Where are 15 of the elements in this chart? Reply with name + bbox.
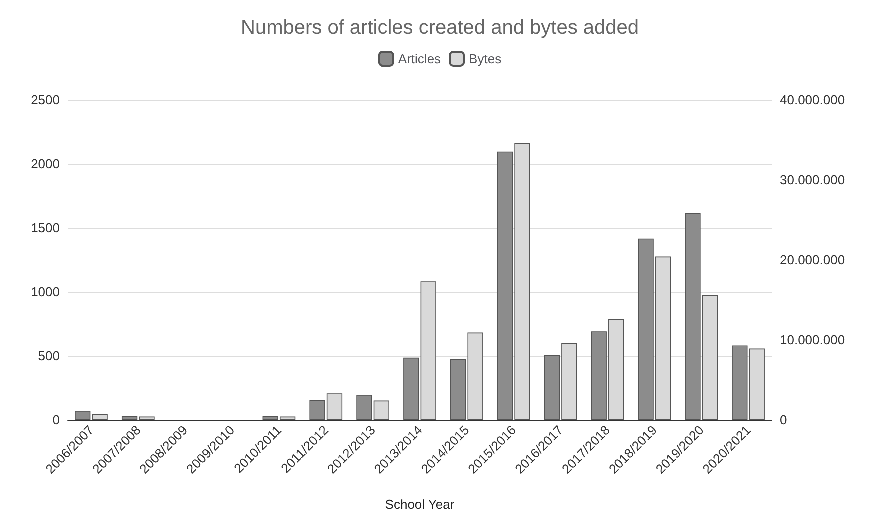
y-tick-label: 1000	[31, 284, 60, 300]
y-tick-label: 2500	[31, 92, 60, 108]
legend-label: Articles	[398, 52, 442, 66]
y2-tick-label: 0	[780, 412, 788, 428]
y2-tick-label: 40.000.000	[780, 92, 846, 108]
y2-tick-label: 30.000.000	[780, 172, 846, 188]
y-tick-label: 500	[38, 348, 60, 364]
y2-tick-label: 20.000.000	[780, 252, 846, 268]
y-tick-label: 0	[52, 412, 60, 428]
x-axis-title: School Year	[385, 497, 456, 512]
legend-label: Bytes	[469, 52, 502, 66]
y-tick-label: 2000	[31, 156, 60, 172]
chart-title: Numbers of articles created and bytes added	[241, 17, 639, 39]
y-tick-label: 1500	[31, 220, 60, 236]
y2-tick-label: 10.000.000	[780, 332, 846, 348]
